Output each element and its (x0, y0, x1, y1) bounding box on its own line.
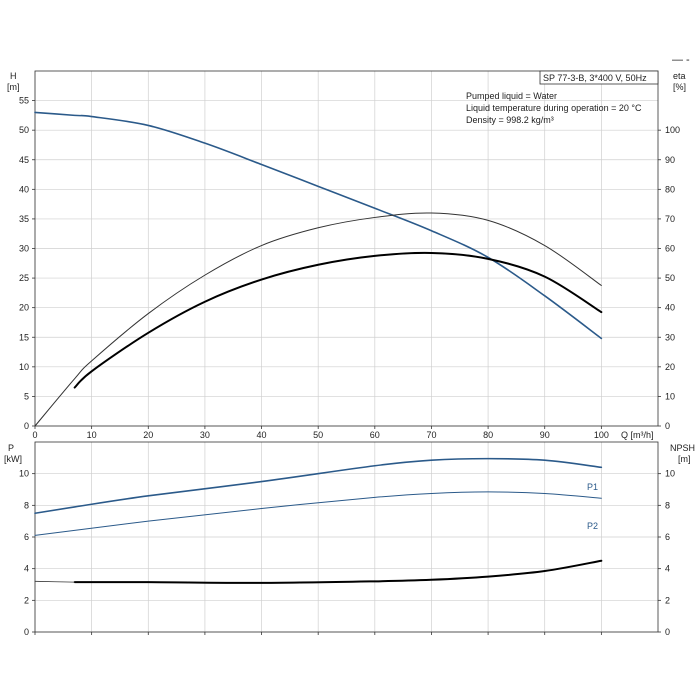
y-left-tick-label: 4 (24, 564, 29, 574)
bottom-chart-grid (34, 442, 658, 633)
top-right-axis-unit: [%] (673, 82, 686, 92)
model-label-box (539, 70, 659, 85)
y-right-tick-label: 10 (665, 391, 675, 401)
y-right-tick-label: 6 (665, 532, 670, 542)
y-right-tick-label: 2 (665, 595, 670, 605)
x-tick-label: 60 (370, 430, 380, 440)
info-line-density: Density = 998.2 kg/m³ (466, 115, 554, 125)
y-left-tick-label: 0 (24, 421, 29, 431)
y-right-tick-label: 30 (665, 332, 675, 342)
y-left-tick-label: 8 (24, 500, 29, 510)
bottom-left-axis-unit: [kW] (4, 454, 22, 464)
bottom-series-line-3 (34, 580, 76, 583)
x-tick-label: 30 (200, 430, 210, 440)
y-right-tick-label: 80 (665, 184, 675, 194)
y-left-tick-label: 6 (24, 532, 29, 542)
y-left-tick-label: 40 (19, 184, 29, 194)
x-tick-label: 20 (143, 430, 153, 440)
bottom-series-line-p1 (34, 457, 603, 515)
y-right-tick-label: 0 (665, 627, 670, 637)
y-right-tick-label: 0 (665, 421, 670, 431)
x-tick-label: 50 (313, 430, 323, 440)
y-right-tick-label: 40 (665, 303, 675, 313)
y-right-tick-label: 8 (665, 500, 670, 510)
y-right-tick-label: 70 (665, 214, 675, 224)
info-line-pumped-liquid: Pumped liquid = Water (466, 91, 557, 101)
y-left-tick-label: 55 (19, 96, 29, 106)
bottom-right-axis-unit: [m] (678, 454, 691, 464)
y-left-tick-label: 5 (24, 391, 29, 401)
x-tick-label: 80 (483, 430, 493, 440)
y-right-tick-label: 10 (665, 469, 675, 479)
top-series-line-0 (34, 111, 603, 340)
y-right-tick-label: 50 (665, 273, 675, 283)
series-label-p1: P1 (587, 482, 598, 492)
x-tick-label: 70 (426, 430, 436, 440)
y-left-tick-label: 2 (24, 595, 29, 605)
y-right-tick-label: 60 (665, 244, 675, 254)
y-left-tick-label: 30 (19, 244, 29, 254)
y-left-tick-label: 25 (19, 273, 29, 283)
info-line-temperature: Liquid temperature during operation = 20… (466, 103, 642, 113)
top-series-line-1 (34, 212, 602, 427)
x-tick-label: 0 (32, 430, 37, 440)
top-chart-curves (34, 111, 603, 427)
x-tick-label: 10 (87, 430, 97, 440)
x-tick-label: 90 (540, 430, 550, 440)
bottom-right-axis-name: NPSH (670, 443, 695, 453)
y-right-tick-label: 90 (665, 155, 675, 165)
top-right-axis-name: eta (673, 71, 686, 81)
y-right-tick-label: 4 (665, 564, 670, 574)
top-series-line-2 (73, 251, 603, 389)
tick-labels: 0 10 20 30 40 50 60 70 80 90 100051015202530354045… (19, 96, 680, 637)
y-left-tick-label: 50 (19, 125, 29, 135)
bottom-chart-curves (34, 457, 603, 584)
y-left-tick-label: 0 (24, 627, 29, 637)
x-axis-label: Q [m³/h] (621, 430, 654, 440)
bottom-left-axis-name: P (8, 443, 14, 453)
top-left-axis-unit: [m] (7, 82, 20, 92)
y-left-tick-label: 15 (19, 332, 29, 342)
bottom-series-line-2 (73, 559, 603, 584)
y-left-tick-label: 20 (19, 303, 29, 313)
y-left-tick-label: 10 (19, 362, 29, 372)
y-left-tick-label: 35 (19, 214, 29, 224)
x-tick-label: 100 (594, 430, 609, 440)
bottom-series-line-p2 (34, 491, 602, 536)
top-left-axis-name: H (10, 71, 17, 81)
model-label: SP 77-3-B, 3*400 V, 50Hz (543, 73, 647, 83)
top-chart-grid (34, 71, 658, 427)
series-label-p2: P2 (587, 521, 598, 531)
corner-mark: — - (672, 54, 690, 66)
y-left-tick-label: 10 (19, 469, 29, 479)
x-tick-label: 40 (257, 430, 267, 440)
y-left-tick-label: 45 (19, 155, 29, 165)
y-right-tick-label: 100 (665, 125, 680, 135)
y-right-tick-label: 20 (665, 362, 675, 372)
axis-ticks (32, 100, 661, 635)
